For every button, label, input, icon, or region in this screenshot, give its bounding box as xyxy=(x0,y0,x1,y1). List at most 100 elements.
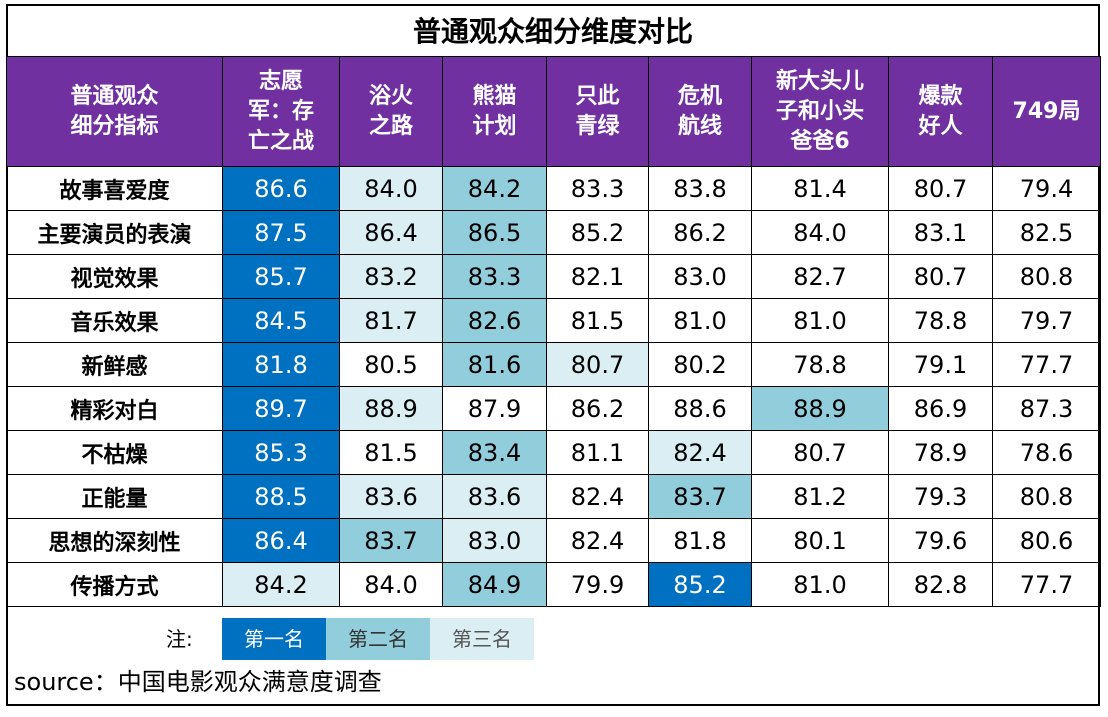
table-cell: 86.2 xyxy=(648,210,752,255)
table-cell: 82.4 xyxy=(648,430,752,475)
table-cell: 78.8 xyxy=(751,342,889,387)
table-row: 故事喜爱度 86.6 84.0 84.2 83.3 83.8 81.4 80.7 79.4 xyxy=(6,166,1101,211)
table-cell: 80.8 xyxy=(992,254,1101,299)
column-header-7: 749局 xyxy=(992,56,1101,167)
table-cell: 81.2 xyxy=(751,474,889,519)
table-cell: 78.6 xyxy=(992,430,1101,475)
table-cell: 85.2 xyxy=(546,210,649,255)
table-cell: 83.2 xyxy=(339,254,443,299)
row-label: 音乐效果 xyxy=(6,298,223,343)
column-header-2: 熊猫 计划 xyxy=(442,56,547,167)
legend-rank-3: 第三名 xyxy=(430,618,534,660)
table-cell: 80.6 xyxy=(992,518,1101,563)
legend: 注: 第一名 第二名 第三名 xyxy=(6,618,1100,660)
table-cell: 79.1 xyxy=(888,342,993,387)
table-cell: 81.8 xyxy=(648,518,752,563)
row-label: 新鲜感 xyxy=(6,342,223,387)
table-cell: 81.7 xyxy=(339,298,443,343)
table-cell: 83.7 xyxy=(648,474,752,519)
table-cell: 83.3 xyxy=(546,166,649,211)
table-cell: 80.5 xyxy=(339,342,443,387)
table-cell: 86.6 xyxy=(222,166,340,211)
table-cell: 85.2 xyxy=(648,562,752,607)
comparison-table: 普通观众 细分指标 志愿 军：存 亡之战 浴火 之路 熊猫 计划 只此 青绿 危机 航线… xyxy=(6,56,1101,607)
row-label: 正能量 xyxy=(6,474,223,519)
table-cell: 84.5 xyxy=(222,298,340,343)
table-row: 精彩对白 89.7 88.9 87.9 86.2 88.6 88.9 86.9 87.3 xyxy=(6,386,1101,431)
table-cell: 82.7 xyxy=(751,254,889,299)
table-cell: 84.0 xyxy=(339,562,443,607)
table-cell: 80.7 xyxy=(751,430,889,475)
table-cell: 86.4 xyxy=(222,518,340,563)
row-label: 传播方式 xyxy=(6,562,223,607)
table-cell: 83.6 xyxy=(339,474,443,519)
table-cell: 88.9 xyxy=(751,386,889,431)
legend-rank-2: 第二名 xyxy=(326,618,430,660)
table-row: 思想的深刻性 86.4 83.7 83.0 82.4 81.8 80.1 79.6 80.6 xyxy=(6,518,1101,563)
table-cell: 77.7 xyxy=(992,562,1101,607)
table-cell: 84.0 xyxy=(751,210,889,255)
table-cell: 79.7 xyxy=(992,298,1101,343)
table-cell: 81.0 xyxy=(751,562,889,607)
table-cell: 87.9 xyxy=(442,386,547,431)
corner-header: 普通观众 细分指标 xyxy=(6,56,223,167)
column-header-3: 只此 青绿 xyxy=(546,56,649,167)
row-label: 故事喜爱度 xyxy=(6,166,223,211)
table-cell: 84.2 xyxy=(222,562,340,607)
table-cell: 79.6 xyxy=(888,518,993,563)
table-cell: 85.3 xyxy=(222,430,340,475)
row-label: 主要演员的表演 xyxy=(6,210,223,255)
table-cell: 81.8 xyxy=(222,342,340,387)
table-cell: 80.2 xyxy=(648,342,752,387)
table-cell: 80.8 xyxy=(992,474,1101,519)
table-cell: 86.4 xyxy=(339,210,443,255)
table-cell: 78.9 xyxy=(888,430,993,475)
table-cell: 88.9 xyxy=(339,386,443,431)
table-cell: 81.0 xyxy=(648,298,752,343)
table-cell: 86.5 xyxy=(442,210,547,255)
table-cell: 83.1 xyxy=(888,210,993,255)
table-row: 视觉效果 85.7 83.2 83.3 82.1 83.0 82.7 80.7 80.8 xyxy=(6,254,1101,299)
source-note: source：中国电影观众满意度调查 xyxy=(14,668,382,696)
table-cell: 81.0 xyxy=(751,298,889,343)
table-cell: 79.9 xyxy=(546,562,649,607)
table-cell: 83.6 xyxy=(442,474,547,519)
table-row: 正能量 88.5 83.6 83.6 82.4 83.7 81.2 79.3 80.8 xyxy=(6,474,1101,519)
table-cell: 79.3 xyxy=(888,474,993,519)
column-header-6: 爆款 好人 xyxy=(888,56,993,167)
header-row: 普通观众 细分指标 志愿 军：存 亡之战 浴火 之路 熊猫 计划 只此 青绿 危机 航线… xyxy=(6,56,1101,167)
table-cell: 79.4 xyxy=(992,166,1101,211)
table-cell: 77.7 xyxy=(992,342,1101,387)
table-cell: 81.5 xyxy=(339,430,443,475)
row-label: 精彩对白 xyxy=(6,386,223,431)
table-cell: 87.3 xyxy=(992,386,1101,431)
table-cell: 81.4 xyxy=(751,166,889,211)
table-cell: 84.0 xyxy=(339,166,443,211)
table-row: 主要演员的表演 87.5 86.4 86.5 85.2 86.2 84.0 83.1 82.5 xyxy=(6,210,1101,255)
table-body: 故事喜爱度 86.6 84.0 84.2 83.3 83.8 81.4 80.7 79.4 主要演… xyxy=(6,166,1101,607)
row-label: 视觉效果 xyxy=(6,254,223,299)
column-header-4: 危机 航线 xyxy=(648,56,752,167)
legend-rank-1: 第一名 xyxy=(222,618,326,660)
row-label: 不枯燥 xyxy=(6,430,223,475)
table-cell: 86.2 xyxy=(546,386,649,431)
table-cell: 87.5 xyxy=(222,210,340,255)
table-cell: 88.5 xyxy=(222,474,340,519)
chart-title: 普通观众细分维度对比 xyxy=(412,15,693,48)
column-header-1: 浴火 之路 xyxy=(339,56,443,167)
table-cell: 84.9 xyxy=(442,562,547,607)
table-cell: 81.6 xyxy=(442,342,547,387)
table-cell: 83.3 xyxy=(442,254,547,299)
table-cell: 83.7 xyxy=(339,518,443,563)
table-cell: 83.4 xyxy=(442,430,547,475)
table-cell: 83.8 xyxy=(648,166,752,211)
table-cell: 84.2 xyxy=(442,166,547,211)
table-row: 新鲜感 81.8 80.5 81.6 80.7 80.2 78.8 79.1 77.7 xyxy=(6,342,1101,387)
table-cell: 83.0 xyxy=(648,254,752,299)
column-header-5: 新大头儿 子和小头 爸爸6 xyxy=(751,56,889,167)
table-cell: 80.1 xyxy=(751,518,889,563)
table-cell: 80.7 xyxy=(888,166,993,211)
table-row: 传播方式 84.2 84.0 84.9 79.9 85.2 81.0 82.8 77.7 xyxy=(6,562,1101,607)
table-cell: 83.0 xyxy=(442,518,547,563)
table-cell: 78.8 xyxy=(888,298,993,343)
